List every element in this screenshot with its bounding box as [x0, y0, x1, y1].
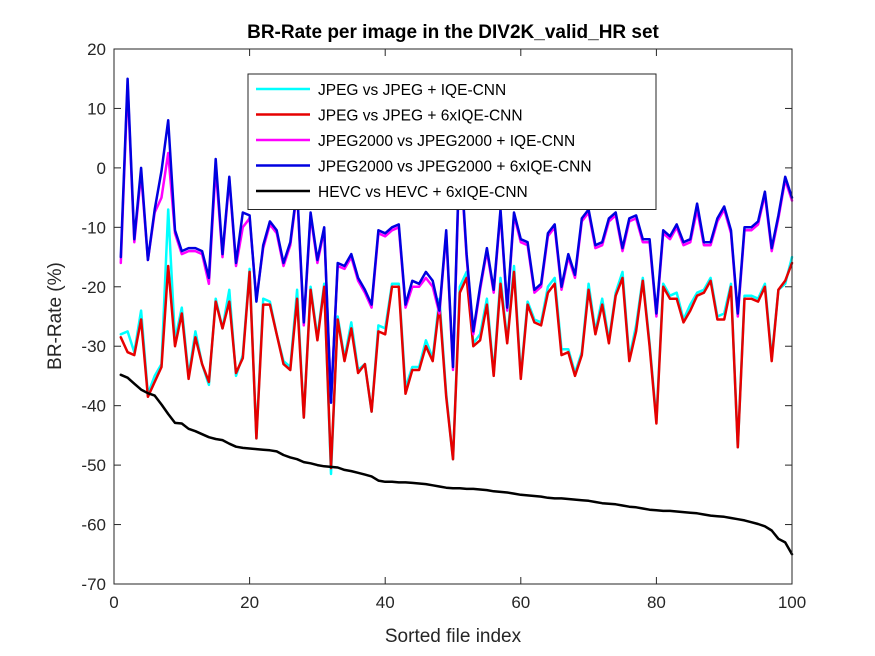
legend-label: JPEG2000 vs JPEG2000 + 6xIQE-CNN [318, 159, 592, 176]
legend-label: JPEG vs JPEG + 6xIQE-CNN [318, 108, 523, 125]
y-tick-label: 20 [87, 40, 106, 59]
legend-box [247, 73, 657, 210]
legend-label: JPEG2000 vs JPEG2000 + IQE-CNN [318, 133, 575, 150]
legend-label: JPEG vs JPEG + IQE-CNN [318, 82, 506, 99]
x-tick-label: 40 [376, 593, 395, 612]
y-tick-label: -50 [81, 456, 106, 475]
legend: JPEG vs JPEG + IQE-CNN JPEG vs JPEG + 6xI… [247, 73, 657, 210]
y-tick-label: 10 [87, 99, 106, 118]
y-tick-label: -30 [81, 337, 106, 356]
y-tick-label: -20 [81, 278, 106, 297]
x-tick-label: 100 [778, 593, 806, 612]
x-axis-label: Sorted file index [385, 626, 522, 647]
chart-title: BR-Rate per image in the DIV2K_valid_HR … [247, 22, 659, 43]
y-tick-label: -60 [81, 516, 106, 535]
y-tick-label: -10 [81, 218, 106, 237]
series-line-2 [119, 261, 794, 470]
y-tick-label: -40 [81, 397, 106, 416]
plot-frame [113, 48, 793, 585]
y-tick-label: -70 [81, 575, 106, 594]
y-axis-label: BR-Rate (%) [45, 262, 66, 370]
y-tick-label: 0 [97, 159, 106, 178]
x-tick-label: 60 [511, 593, 530, 612]
series-line-4 [119, 77, 794, 404]
x-tick-label: 0 [109, 593, 118, 612]
series-line-5 [119, 373, 794, 556]
x-tick-label: 80 [647, 593, 666, 612]
x-tick-label: 20 [240, 593, 259, 612]
series-layer [119, 77, 794, 556]
legend-label: HEVC vs HEVC + 6xIQE-CNN [318, 184, 528, 201]
